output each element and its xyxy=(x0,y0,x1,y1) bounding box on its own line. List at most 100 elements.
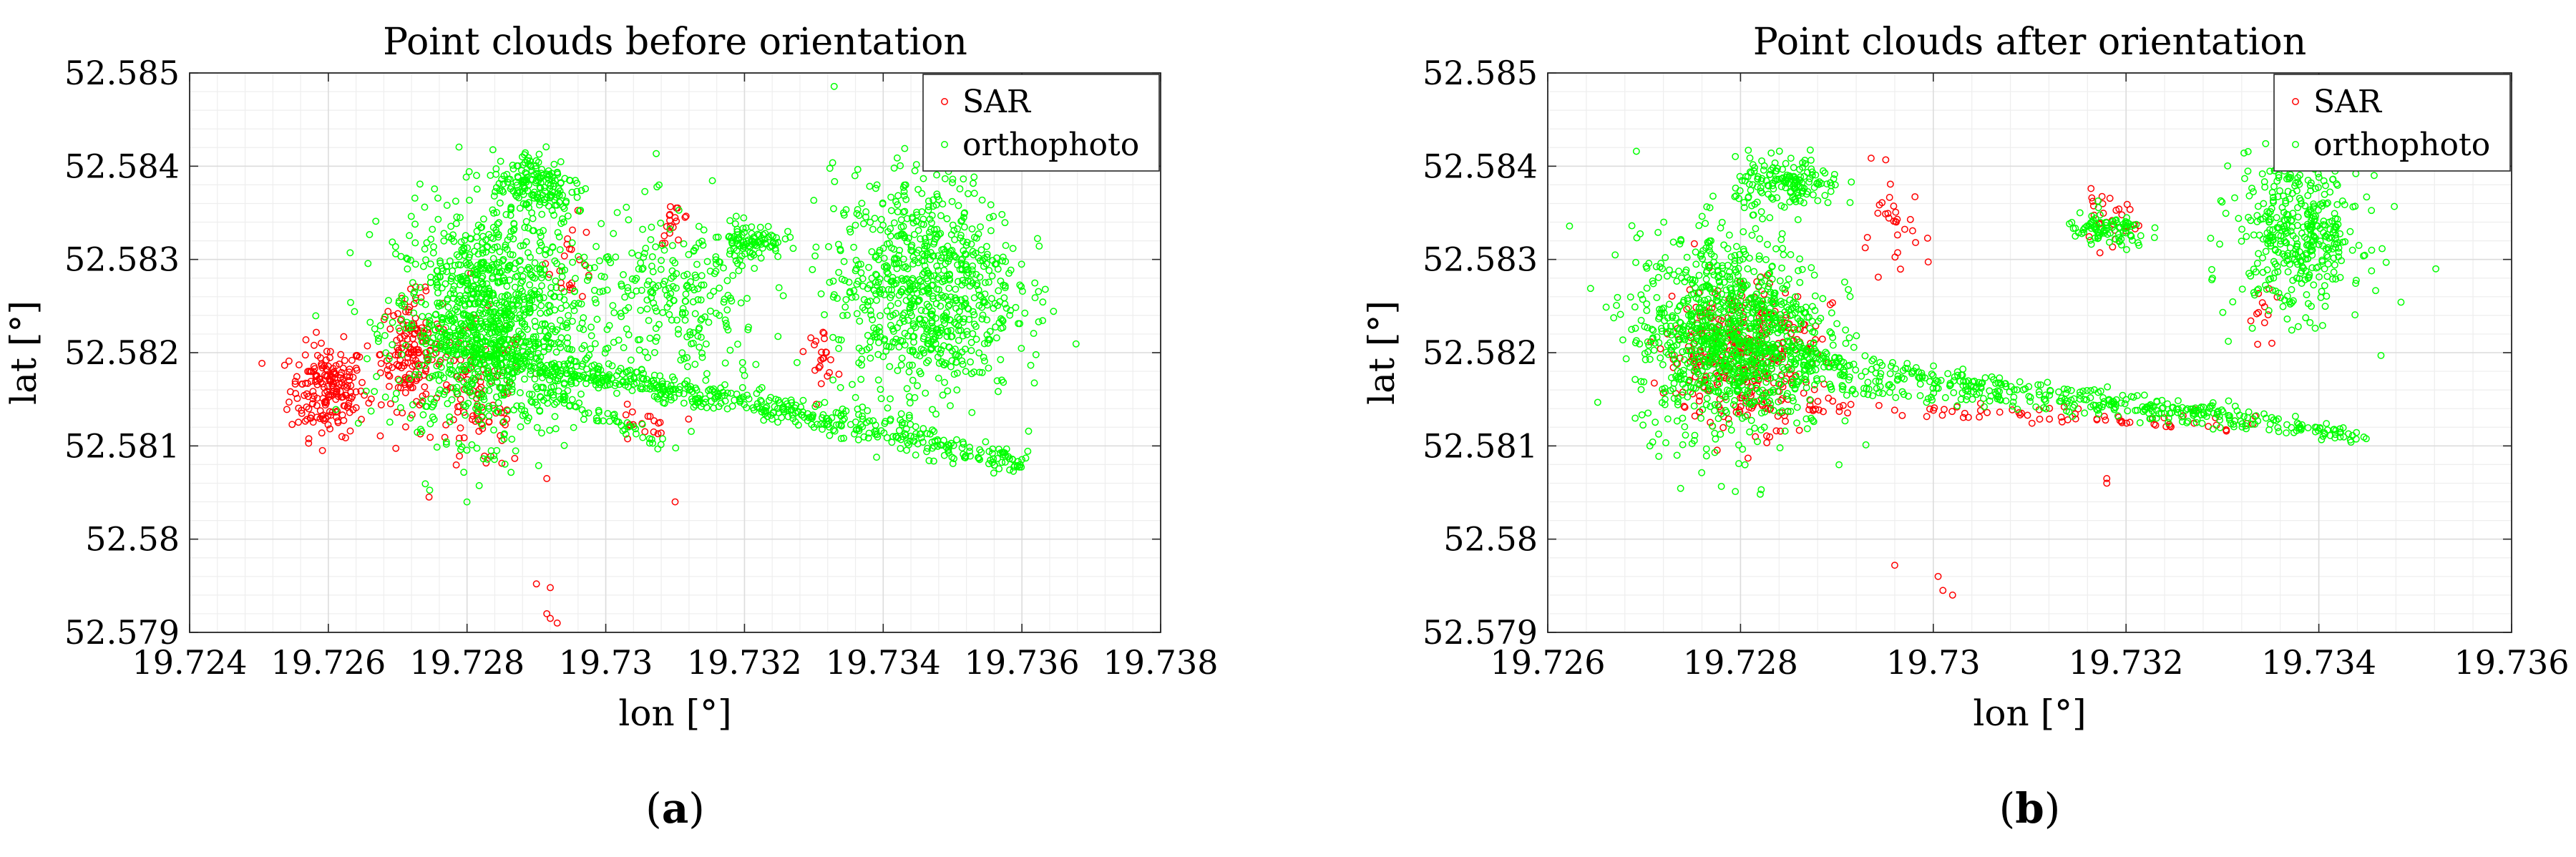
scatter-point xyxy=(945,249,953,257)
scatter-point xyxy=(975,291,983,299)
scatter-point xyxy=(745,395,753,403)
scatter-point xyxy=(723,277,731,285)
scatter-point xyxy=(328,381,336,389)
scatter-point xyxy=(902,195,910,203)
scatter-point xyxy=(309,388,317,396)
scatter-point xyxy=(721,381,728,388)
scatter-point xyxy=(895,426,903,434)
scatter-point xyxy=(434,215,442,223)
scatter-point xyxy=(708,398,716,406)
scatter-point xyxy=(474,300,482,308)
scatter-point xyxy=(945,446,952,453)
scatter-point xyxy=(915,275,923,283)
scatter-point xyxy=(1679,441,1687,449)
scatter-point xyxy=(761,230,769,237)
scatter-point xyxy=(477,351,485,359)
scatter-point xyxy=(560,441,568,449)
scatter-point xyxy=(887,193,895,201)
scatter-point xyxy=(404,359,411,367)
scatter-point xyxy=(934,325,942,333)
scatter-point xyxy=(519,176,527,184)
scatter-point xyxy=(957,256,965,264)
scatter-point xyxy=(706,307,714,315)
scatter-point xyxy=(720,264,727,272)
scatter-point xyxy=(563,339,571,347)
scatter-point xyxy=(979,311,987,319)
scatter-point xyxy=(411,329,419,337)
scatter-point xyxy=(1772,427,1780,435)
scatter-point xyxy=(583,276,591,284)
scatter-point xyxy=(516,205,524,212)
legend-marker xyxy=(941,98,948,105)
scatter-point xyxy=(1011,461,1018,469)
scatter-point xyxy=(1948,408,1956,416)
scatter-point xyxy=(775,284,783,292)
scatter-point xyxy=(1030,330,1038,338)
scatter-point xyxy=(504,292,512,300)
scatter-point xyxy=(740,214,748,222)
scatter-point xyxy=(426,420,434,428)
scatter-point xyxy=(885,240,893,247)
scatter-point xyxy=(893,154,901,162)
scatter-point xyxy=(473,185,481,193)
scatter-point xyxy=(478,412,486,420)
scatter-point xyxy=(897,288,904,295)
scatter-point xyxy=(517,366,525,373)
scatter-point xyxy=(496,278,504,285)
scatter-point xyxy=(526,308,534,315)
scatter-point xyxy=(2123,419,2130,427)
scatter-point xyxy=(321,389,329,397)
scatter-point xyxy=(944,387,952,395)
scatter-point xyxy=(811,341,818,348)
scatter-point xyxy=(1001,459,1009,466)
scatter-point xyxy=(860,433,868,441)
scatter-point xyxy=(698,281,706,289)
scatter-point xyxy=(667,290,675,298)
scatter-point xyxy=(653,150,660,157)
scatter-point xyxy=(817,356,825,364)
scatter-point xyxy=(735,267,743,275)
scatter-point xyxy=(1699,317,1707,325)
scatter-point xyxy=(837,336,845,344)
scatter-point xyxy=(839,312,847,320)
scatter-point xyxy=(450,282,458,290)
scatter-point xyxy=(501,460,509,468)
scatter-point xyxy=(916,368,924,376)
scatter-point xyxy=(513,354,521,362)
scatter-point xyxy=(333,387,341,395)
scatter-point xyxy=(1001,219,1009,227)
scatter-point xyxy=(949,175,957,183)
scatter-point xyxy=(624,435,632,443)
scatter-point xyxy=(977,246,985,254)
panel-b: 19.726 19.728 19.73 19.732 19.734 19.73652.57… xyxy=(1361,21,2569,833)
scatter-point xyxy=(1664,415,1672,423)
scatter-point xyxy=(428,373,436,380)
scatter-point xyxy=(2255,290,2263,298)
scatter-point xyxy=(675,236,682,244)
scatter-point xyxy=(1875,401,1883,409)
scatter-point xyxy=(1035,288,1043,295)
scatter-point xyxy=(905,411,913,419)
scatter-point xyxy=(381,393,389,401)
scatter-point xyxy=(438,318,446,326)
scatter-point xyxy=(943,215,951,222)
scatter-point xyxy=(401,423,409,431)
scatter-point xyxy=(341,356,348,364)
scatter-point xyxy=(467,235,475,243)
scatter-point xyxy=(421,300,429,308)
scatter-point xyxy=(1050,308,1058,315)
scatter-point xyxy=(469,290,477,298)
scatter-point xyxy=(429,413,436,421)
scatter-point xyxy=(913,289,921,297)
scatter-point xyxy=(612,253,620,261)
scatter-point xyxy=(489,340,497,348)
scatter-point xyxy=(371,325,379,333)
scatter-point xyxy=(1673,417,1681,425)
scatter-point xyxy=(653,308,660,315)
scatter-point xyxy=(882,262,890,270)
scatter-point xyxy=(985,278,992,286)
scatter-point xyxy=(874,278,882,286)
scatter-point xyxy=(419,392,426,400)
scatter-point xyxy=(668,316,675,324)
scatter-point xyxy=(952,285,960,293)
